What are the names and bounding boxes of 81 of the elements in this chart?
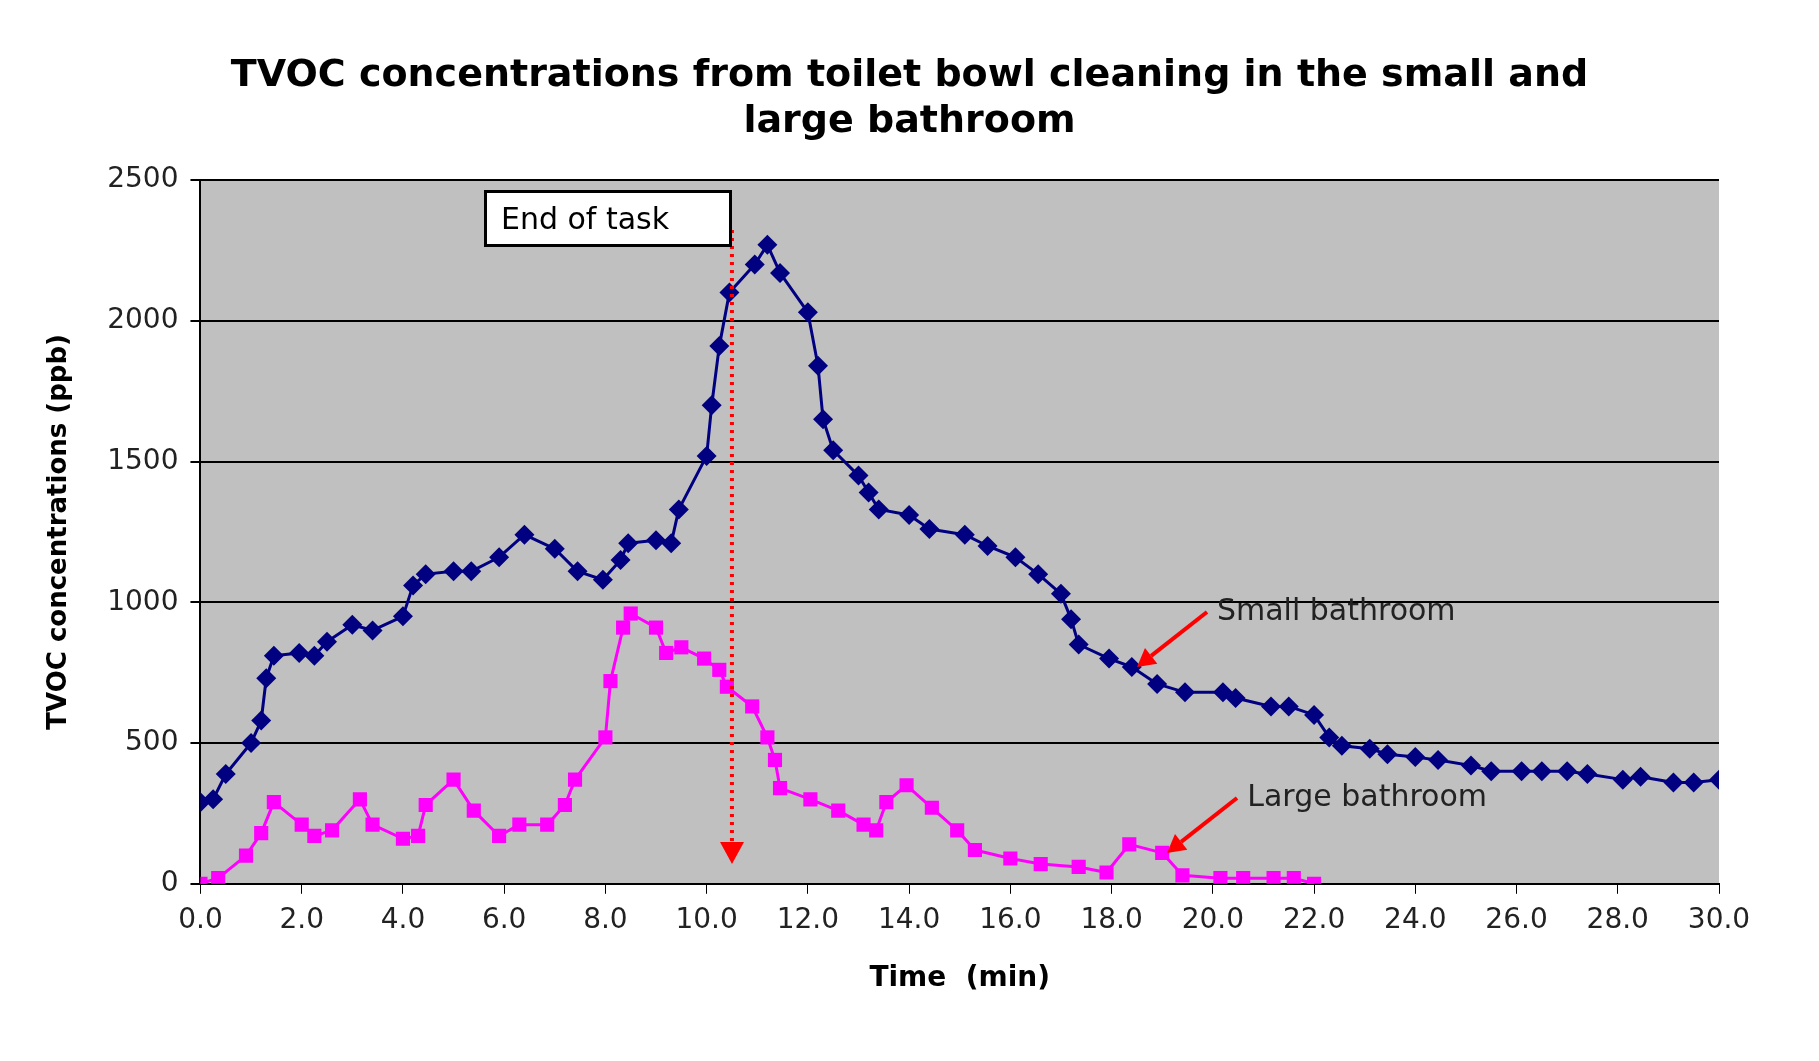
x-tick-label: 24.0: [1384, 901, 1447, 935]
y-tick-label: 1000: [107, 583, 179, 617]
x-tick-label: 6.0: [481, 901, 527, 935]
y-axis-title: TVOC concentrations (ppb): [42, 334, 73, 730]
point: [856, 817, 871, 832]
point: [418, 797, 433, 813]
ref-line-label: End of task: [483, 190, 733, 247]
point: [831, 803, 846, 818]
point: [603, 674, 618, 689]
point: [254, 826, 269, 841]
x-tick-label: 0.0: [178, 901, 223, 935]
point: [616, 620, 631, 635]
point: [266, 795, 281, 810]
point: [697, 651, 712, 666]
point: [648, 620, 664, 635]
x-tick-label: 12.0: [776, 901, 840, 935]
point: [869, 823, 884, 838]
point: [395, 831, 410, 846]
chart-title: TVOC concentrations from toilet bowl cleaning in the small and large bathroom: [229, 50, 1590, 142]
point: [712, 662, 727, 677]
point: [324, 823, 340, 838]
x-tick-label: 2.0: [279, 901, 324, 935]
point: [352, 792, 367, 807]
x-tick-label: 14.0: [877, 901, 941, 935]
x-tick-label: 22.0: [1282, 901, 1346, 935]
point: [772, 781, 788, 796]
point: [1003, 851, 1018, 866]
point: [659, 645, 674, 661]
point: [899, 778, 914, 793]
point: [492, 828, 507, 844]
point: [803, 792, 818, 807]
point: [1266, 871, 1281, 884]
y-tick-label: 2000: [107, 302, 179, 336]
x-tick-label: 4.0: [380, 901, 426, 935]
point: [623, 606, 638, 621]
y-tick-label: 2500: [107, 161, 179, 195]
point: [540, 817, 555, 832]
point: [211, 871, 226, 884]
point: [365, 817, 380, 832]
point: [745, 699, 760, 714]
x-tick-label: 28.0: [1586, 901, 1649, 935]
point: [446, 772, 461, 787]
point: [767, 752, 783, 767]
point: [879, 795, 894, 810]
point: [674, 640, 689, 655]
point: [950, 823, 965, 838]
point: [294, 817, 309, 832]
point: [238, 848, 254, 863]
point: [1236, 871, 1251, 884]
point: [598, 730, 613, 745]
x-tick-label: 30.0: [1687, 901, 1751, 935]
point: [307, 828, 322, 844]
point: [1213, 871, 1228, 884]
x-tick-label: 8.0: [583, 901, 628, 935]
point: [1033, 857, 1048, 872]
point: [1155, 845, 1170, 860]
point: [760, 730, 775, 745]
point: [466, 803, 481, 818]
point: [1099, 865, 1114, 880]
x-tick-label: 10.0: [675, 901, 738, 935]
y-tick-label: 0: [160, 865, 179, 899]
point: [719, 679, 734, 694]
annotation: Small bathroom: [1216, 591, 1456, 627]
x-axis-title: Time (min): [869, 960, 1051, 994]
point: [1175, 868, 1190, 883]
point: [967, 842, 982, 858]
y-tick-label: 1500: [107, 442, 179, 476]
x-tick-label: 18.0: [1080, 901, 1143, 935]
point: [1122, 837, 1137, 852]
y-tick-label: 500: [125, 724, 179, 758]
point: [411, 828, 426, 844]
point: [1286, 871, 1301, 884]
annotation: Large bathroom: [1247, 777, 1488, 813]
point: [567, 772, 583, 787]
x-tick-label: 16.0: [979, 901, 1042, 935]
point: [557, 797, 572, 813]
point: [512, 817, 527, 832]
x-tick-label: 20.0: [1181, 901, 1244, 935]
point: [1071, 859, 1086, 874]
x-tick-label: 26.0: [1485, 901, 1548, 935]
point: [924, 800, 939, 815]
